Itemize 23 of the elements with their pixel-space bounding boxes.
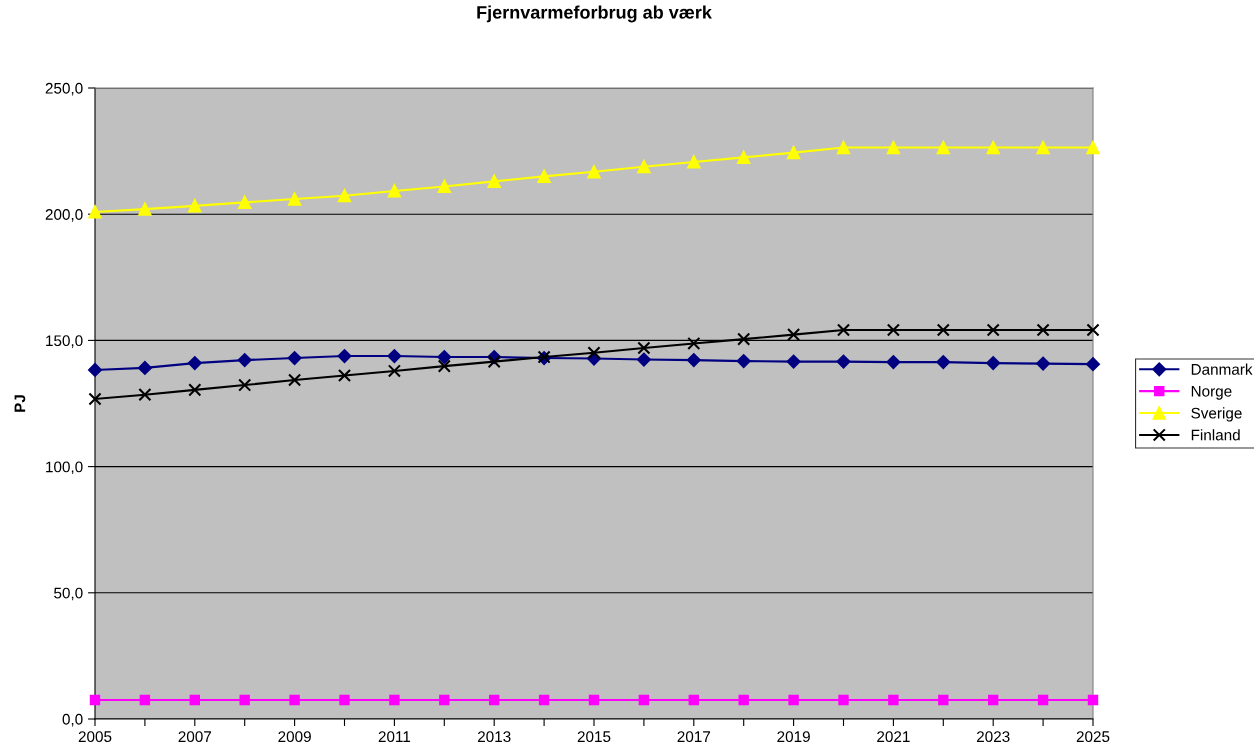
- legend-label: Finland: [1191, 429, 1240, 441]
- y-tick-label: 200,0: [45, 209, 83, 222]
- x-tick-label: 2013: [477, 731, 511, 743]
- x-tick-label: 2015: [577, 731, 611, 743]
- x-tick-label: 2011: [378, 731, 411, 743]
- legend-label: Norge: [1191, 386, 1232, 400]
- chart-title: Fjernvarmeforbrug ab værk: [477, 5, 712, 23]
- y-axis-title: PJ: [14, 395, 26, 412]
- x-tick-label: 2021: [877, 731, 910, 743]
- x-tick-label: 2005: [78, 731, 112, 743]
- x-tick-label: 2009: [278, 731, 311, 743]
- x-tick-label: 2007: [178, 731, 212, 743]
- x-tick-label: 2025: [1076, 731, 1110, 743]
- y-tick-label: 0,0: [62, 713, 83, 727]
- y-tick-label: 100,0: [46, 461, 83, 475]
- x-tick-label: 2019: [777, 731, 810, 743]
- legend-label: Danmark: [1191, 363, 1253, 375]
- x-tick-label: 2017: [677, 731, 711, 743]
- x-tick-label: 2023: [976, 731, 1010, 743]
- y-tick-label: 250,0: [45, 82, 83, 96]
- legend-label: Sverige: [1191, 407, 1242, 422]
- y-tick-label: 150,0: [46, 335, 83, 348]
- y-tick-label: 50,0: [54, 587, 83, 601]
